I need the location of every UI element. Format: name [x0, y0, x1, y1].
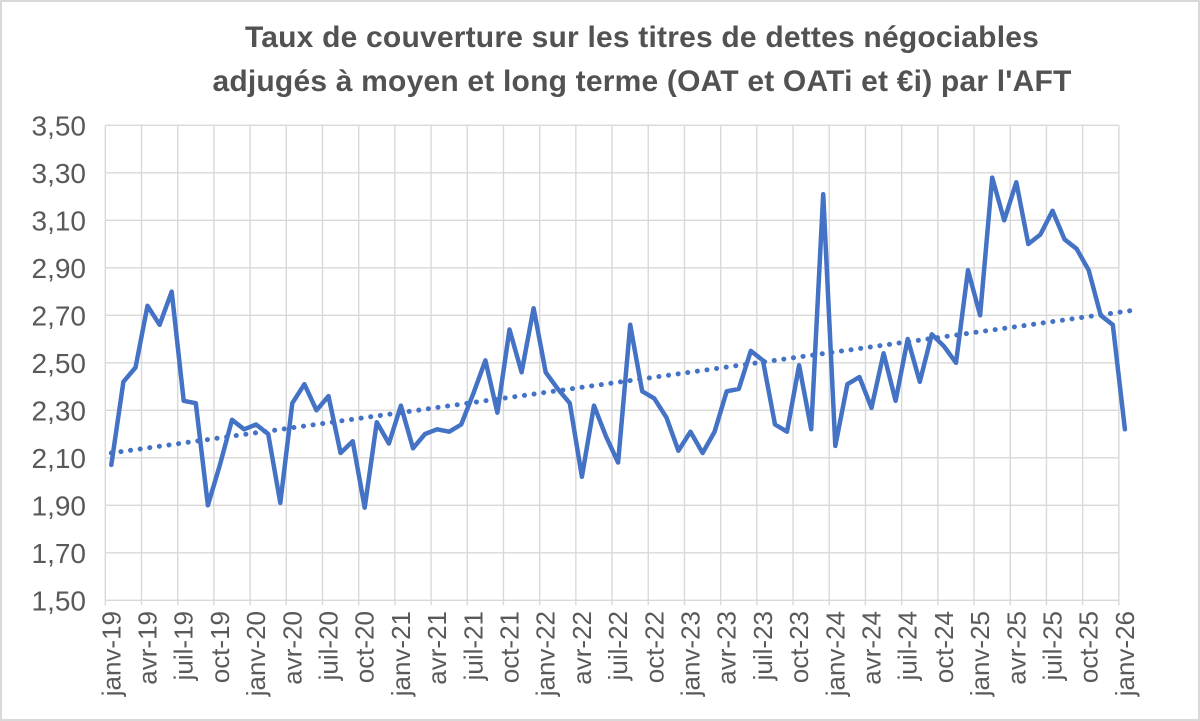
x-axis-label: oct-20: [350, 611, 380, 683]
x-axis-label: avr-25: [1001, 611, 1031, 685]
x-axis-label: avr-21: [422, 611, 452, 685]
x-axis-label: janv-21: [386, 611, 416, 697]
x-axis-label: juil-22: [603, 611, 633, 681]
x-axis-label: oct-22: [639, 611, 669, 683]
x-axis-label: janv-19: [96, 611, 126, 697]
trendline-dotted: [108, 308, 1135, 456]
x-axis-label: janv-22: [531, 611, 561, 697]
x-axis-label: juil-24: [893, 611, 923, 681]
x-axis-label: janv-24: [820, 611, 850, 697]
y-axis-label: 3,30: [32, 158, 87, 189]
x-axis-label: janv-20: [241, 611, 271, 697]
series-line: [109, 175, 1128, 510]
x-axis-label: juil-19: [169, 611, 199, 681]
x-axis-label: oct-25: [1074, 611, 1104, 683]
x-axis-label: juil-21: [458, 611, 488, 681]
x-axis-label: juil-25: [1038, 611, 1068, 681]
x-axis-label: avr-20: [277, 611, 307, 685]
y-axis-label: 3,10: [32, 205, 87, 236]
chart-title-line2: adjugés à moyen et long terme (OAT et OA…: [212, 65, 1072, 98]
x-axis-label: juil-23: [748, 611, 778, 681]
chart-title-line1: Taux de couverture sur les titres de det…: [244, 21, 1040, 54]
x-axis-label: avr-22: [567, 611, 597, 685]
y-axis-label: 1,50: [32, 585, 87, 616]
x-axis-label: janv-26: [1110, 611, 1140, 697]
y-axis-label: 2,90: [32, 253, 87, 284]
y-axis-label: 2,10: [32, 443, 87, 474]
y-axis-label: 1,70: [32, 538, 87, 569]
x-axis-label: avr-24: [857, 611, 887, 685]
y-axis-label: 2,50: [32, 348, 87, 379]
y-axis-label: 3,50: [32, 110, 87, 141]
x-axis-label: oct-21: [495, 611, 525, 683]
chart-title: Taux de couverture sur les titres de det…: [87, 16, 1197, 104]
x-axis-label: juil-20: [314, 611, 344, 681]
x-axis-label: avr-23: [712, 611, 742, 685]
y-axis-label: 2,30: [32, 395, 87, 426]
x-axis-label: oct-23: [784, 611, 814, 683]
y-axis-label: 2,70: [32, 300, 87, 331]
x-axis-label: oct-19: [205, 611, 235, 683]
x-axis-label: janv-25: [965, 611, 995, 697]
x-axis-label: oct-24: [929, 611, 959, 683]
y-axis-label: 1,90: [32, 490, 87, 521]
x-axis-label: janv-23: [676, 611, 706, 697]
x-axis-label: avr-19: [133, 611, 163, 685]
